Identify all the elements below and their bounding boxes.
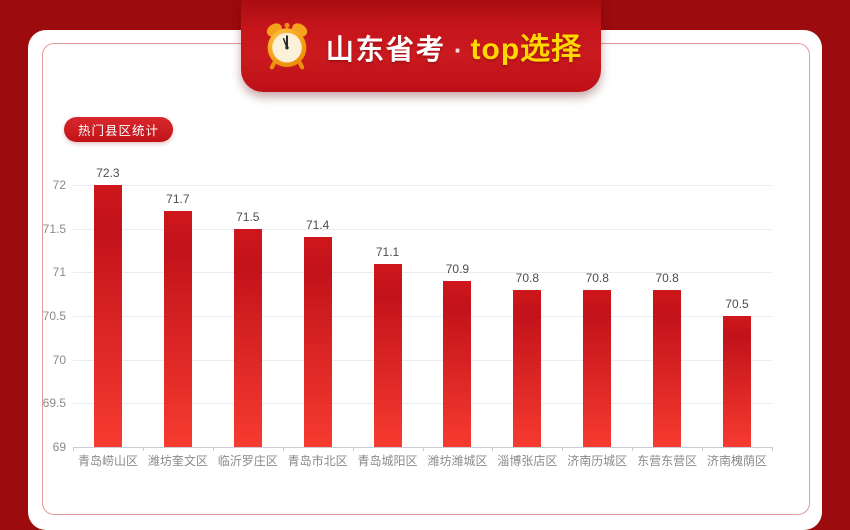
bar-value-label: 71.7 — [166, 192, 190, 207]
bar-value-label: 70.8 — [515, 270, 540, 285]
header-banner: 山东省考 · top选择 — [241, 0, 601, 92]
banner-title-highlight: top选择 — [470, 33, 583, 66]
bar-value-label: 70.8 — [655, 270, 679, 285]
bar[interactable] — [443, 281, 472, 447]
content-card — [28, 30, 822, 530]
y-axis-tick-label: 71 — [52, 265, 66, 280]
alarm-clock-icon — [260, 19, 314, 73]
bar-value-label: 70.8 — [585, 270, 609, 285]
bar-value-label: 70.5 — [725, 297, 749, 311]
x-axis-category-label: 济南历城区 — [567, 454, 628, 468]
x-axis-category-label: 淄博张店区 — [497, 454, 558, 468]
bar-value-label: 71.1 — [375, 244, 400, 259]
banner-title: 山东省考 · top选择 — [326, 24, 582, 68]
x-axis-tick — [492, 447, 494, 451]
y-gridline — [73, 228, 772, 230]
x-axis-category-label: 临沂罗庄区 — [217, 454, 278, 468]
x-axis-category-label: 潍坊潍城区 — [427, 454, 488, 468]
y-axis-tick-label: 71.5 — [42, 221, 66, 236]
x-axis-tick — [562, 447, 564, 451]
x-axis-tick — [212, 447, 214, 451]
x-axis-tick — [282, 447, 284, 451]
bar[interactable] — [303, 237, 332, 447]
x-axis-tick — [702, 447, 704, 451]
bar[interactable] — [163, 211, 192, 447]
bar[interactable] — [653, 289, 682, 447]
y-gridline — [73, 316, 772, 317]
x-axis-category-label: 潍坊奎文区 — [147, 454, 208, 468]
y-axis-tick-label: 72 — [52, 178, 66, 192]
bar[interactable] — [373, 263, 402, 447]
section-label-badge: 热门县区统计 — [64, 117, 174, 142]
x-axis-tick — [142, 447, 144, 451]
bar[interactable] — [513, 289, 542, 447]
bar[interactable] — [93, 185, 122, 447]
bar-chart: 69 69.5 70 70.5 71 71.5 72 72.3 青岛崂山区 71.7 潍坊奎文区 71… — [42, 166, 773, 468]
y-gridline — [73, 359, 772, 361]
y-axis-tick-label: 69.5 — [42, 396, 66, 411]
x-axis-tick — [73, 447, 74, 451]
x-axis-category-label: 青岛市北区 — [287, 454, 348, 468]
banner-title-main: 山东省考 — [325, 34, 446, 65]
y-axis-tick-label: 69 — [52, 440, 66, 454]
banner-title-separator: · — [453, 35, 463, 65]
y-axis-tick-label: 70 — [52, 352, 66, 367]
y-axis-tick-label: 70.5 — [42, 309, 66, 323]
bar-value-label: 70.9 — [445, 262, 470, 277]
bar[interactable] — [583, 289, 612, 447]
x-axis-category-label: 青岛城阳区 — [357, 454, 418, 468]
y-gridline — [73, 403, 772, 405]
x-axis-tick — [772, 447, 773, 451]
x-axis-category-label: 青岛崂山区 — [77, 454, 138, 468]
y-gridline — [73, 272, 772, 274]
section-label-text: 热门县区统计 — [78, 124, 160, 138]
bar-value-label: 71.4 — [305, 218, 330, 233]
bar-value-label: 71.5 — [236, 209, 260, 224]
x-axis-tick — [422, 447, 424, 451]
x-axis-tick — [632, 447, 634, 451]
x-axis-category-label: 东营东营区 — [637, 454, 698, 468]
bar[interactable] — [723, 316, 752, 447]
x-axis-tick — [352, 447, 354, 451]
bar[interactable] — [233, 228, 262, 447]
x-axis-category-label: 济南槐荫区 — [707, 454, 768, 468]
bar-value-label: 72.3 — [96, 166, 120, 180]
y-gridline — [73, 185, 772, 186]
